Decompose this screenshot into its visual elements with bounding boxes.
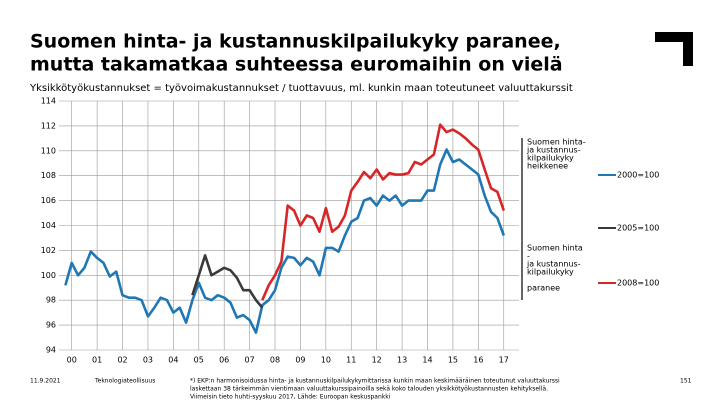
y-tick-label: 104: [41, 221, 56, 230]
x-tick-label: 01: [92, 356, 102, 365]
x-tick-label: 00: [67, 356, 77, 365]
y-tick-label: 100: [41, 271, 56, 280]
annotation: -: [527, 252, 530, 261]
footnote: *) EKP:n harmonisoidussa hinta- ja kusta…: [190, 378, 560, 385]
annotation: ja kustannus-: [526, 146, 581, 155]
x-tick-label: 14: [422, 356, 432, 365]
x-tick-label: 09: [295, 356, 305, 365]
footer-date: 11.9.2021: [30, 378, 61, 385]
y-tick-label: 106: [41, 196, 56, 205]
x-tick-label: 17: [499, 356, 509, 365]
y-tick-label: 102: [41, 246, 56, 255]
x-tick-label: 16: [473, 356, 483, 365]
y-tick-label: 108: [41, 171, 56, 180]
annotation: paranee: [527, 284, 560, 293]
x-tick-label: 05: [194, 356, 204, 365]
annotation: kilpailukyky: [527, 268, 574, 277]
footnote: Viimeisin tieto huhti-syyskuu 2017, Lähd…: [190, 394, 391, 401]
page-number: 151: [680, 378, 692, 385]
annotation: ja kustannus-: [526, 260, 581, 269]
x-tick-label: 08: [270, 356, 280, 365]
y-tick-label: 94: [46, 346, 56, 355]
y-tick-label: 110: [41, 146, 56, 155]
x-tick-label: 11: [346, 356, 356, 365]
footer-org: Teknologiateollisuus: [94, 378, 155, 385]
chart-title: Suomen hinta- ja kustannuskilpailukyky p…: [30, 31, 561, 53]
x-tick-label: 07: [245, 356, 255, 365]
annotation: kilpailukyky: [527, 154, 574, 163]
x-tick-label: 02: [117, 356, 127, 365]
x-tick-label: 15: [448, 356, 458, 365]
annotation: Suomen hinta: [527, 244, 583, 253]
x-tick-label: 12: [372, 356, 382, 365]
series-line: [261, 123, 506, 301]
logo: [655, 32, 693, 66]
x-tick-label: 03: [143, 356, 153, 365]
y-tick-label: 98: [46, 296, 56, 305]
series-line: [191, 254, 264, 309]
legend-label: 2000=100: [617, 171, 659, 180]
x-tick-label: 10: [321, 356, 331, 365]
series-line: [64, 148, 506, 334]
annotation: heikkenee: [527, 162, 568, 171]
y-tick-label: 112: [41, 121, 56, 130]
annotation: Suomen hinta-: [527, 138, 586, 147]
chart-subtitle: Yksikkötyökustannukset = työvoimakustann…: [29, 83, 573, 94]
x-tick-label: 13: [397, 356, 407, 365]
legend-label: 2008=100: [617, 279, 659, 288]
x-tick-label: 04: [168, 356, 178, 365]
footnote: laskettaan 38 tärkeimmän vientimaan valu…: [190, 386, 548, 393]
x-tick-label: 06: [219, 356, 229, 365]
chart-title: mutta takamatkaa suhteessa euromaihin on…: [30, 54, 563, 76]
legend-label: 2005=100: [617, 224, 659, 233]
y-tick-label: 96: [46, 321, 56, 330]
y-tick-label: 114: [41, 97, 56, 106]
